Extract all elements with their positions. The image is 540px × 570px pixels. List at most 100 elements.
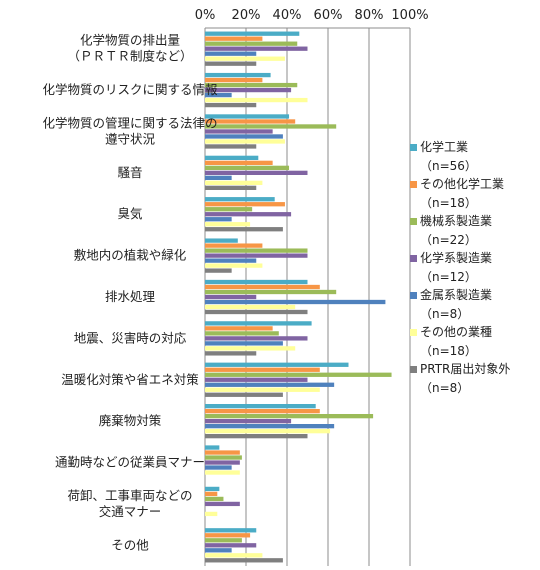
bar (205, 36, 263, 41)
bar (205, 351, 257, 356)
legend-label: 化学系製造業 （n=12） (420, 251, 493, 284)
chart-legend: 化学工業 （n=56） その他化学工業 （n=18） 機械系製造業 （n=22） 化学… (410, 138, 538, 397)
bar (205, 455, 242, 460)
legend-swatch (410, 218, 417, 225)
bar (205, 92, 232, 98)
x-tick-label: 40% (273, 8, 302, 23)
category-label: 遵守状況 (105, 131, 156, 146)
bar (205, 367, 320, 372)
legend-swatch (410, 292, 417, 299)
x-tick-label: 20% (232, 8, 261, 23)
bar (205, 144, 257, 149)
bar (205, 102, 257, 108)
bar (205, 217, 232, 222)
bar (205, 212, 292, 217)
x-tick-label: 100% (391, 8, 428, 23)
bar (205, 382, 335, 387)
bar (205, 124, 337, 129)
bar (205, 387, 320, 392)
legend-item: 化学工業 （n=56） (410, 138, 538, 175)
bar (205, 139, 285, 144)
bar (205, 268, 232, 273)
legend-item: 機械系製造業 （n=22） (410, 212, 538, 249)
bar (205, 336, 308, 341)
category-label: 排水処理 (105, 289, 156, 304)
bar (205, 56, 285, 61)
category-label: 化学物質のリスクに関する情報 (42, 82, 218, 97)
bar (205, 362, 349, 367)
x-tick-label: 80% (355, 8, 384, 23)
bar (205, 377, 308, 382)
bar (205, 289, 337, 295)
category-label: 臭気 (117, 206, 142, 221)
bar (205, 77, 263, 83)
x-tick-label: 60% (314, 8, 343, 23)
bar (205, 175, 232, 180)
bar (205, 404, 316, 409)
bar (205, 46, 308, 51)
bar (205, 253, 308, 258)
bar (205, 119, 296, 124)
legend-item: その他化学工業 （n=18） (410, 175, 538, 212)
bar (205, 548, 232, 553)
category-label: 温暖化対策や省エネ対策 (61, 372, 199, 387)
category-label: 地震、災害時の対応 (74, 330, 187, 345)
bar (205, 558, 283, 563)
bar (205, 155, 259, 160)
bar (205, 486, 220, 492)
bar (205, 392, 283, 397)
bar (205, 284, 320, 290)
bar (205, 82, 298, 88)
bar (205, 197, 275, 202)
category-label: 荷卸、工事車両などの (67, 488, 192, 503)
bar (205, 331, 279, 336)
bar (205, 129, 273, 134)
legend-item: その他の業種 （n=18） (410, 323, 538, 360)
bar (205, 543, 257, 548)
bar (205, 31, 300, 36)
legend-swatch (410, 255, 417, 262)
bar (205, 321, 312, 326)
bar (205, 227, 283, 232)
category-label: 敷地内の植栽や緑化 (74, 248, 187, 263)
bar (205, 450, 240, 455)
bar (205, 491, 218, 497)
legend-label: 化学工業 （n=56） (420, 140, 477, 173)
bar (205, 445, 220, 450)
bar (205, 414, 374, 419)
category-label: 廃棄物対策 (99, 413, 162, 428)
legend-swatch (410, 366, 417, 373)
bar (205, 263, 263, 268)
bar (205, 258, 257, 263)
bar (205, 185, 257, 190)
legend-label: 金属系製造業 （n=8） (420, 288, 493, 321)
legend-label: その他化学工業 （n=18） (420, 177, 505, 210)
bar (205, 496, 224, 502)
bar (205, 533, 251, 538)
category-label: 騒音 (117, 165, 142, 180)
bar (205, 309, 308, 315)
bar (205, 114, 290, 119)
bar (205, 553, 263, 558)
bar (205, 160, 273, 165)
bar (205, 299, 386, 305)
bar (205, 134, 283, 139)
bar (205, 501, 240, 507)
bar (205, 97, 308, 103)
bar (205, 346, 296, 351)
bar (205, 243, 263, 248)
bar (205, 207, 253, 212)
bar (205, 511, 218, 517)
bar (205, 465, 232, 470)
category-label: 化学物質の管理に関する法律の (42, 115, 217, 130)
bar (205, 304, 296, 310)
legend-label: PRTR届出対象外 （n=8） (420, 362, 511, 395)
bar (205, 279, 308, 285)
legend-swatch (410, 329, 417, 336)
legend-item: 化学系製造業 （n=12） (410, 249, 538, 286)
bar (205, 424, 335, 429)
category-label: （ＰＲＴＲ制度など） (67, 49, 192, 64)
bar (205, 470, 240, 475)
category-label: 通勤時などの従業員マナー (55, 455, 205, 470)
bar (205, 419, 292, 424)
